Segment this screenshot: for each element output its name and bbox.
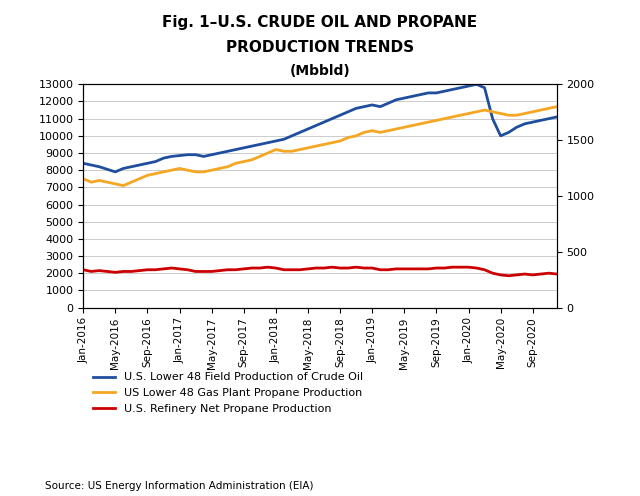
Text: (Mbbld): (Mbbld) <box>290 64 350 78</box>
Text: Source: US Energy Information Administration (EIA): Source: US Energy Information Administra… <box>45 481 314 491</box>
Legend: U.S. Lower 48 Field Production of Crude Oil, US Lower 48 Gas Plant Propane Produ: U.S. Lower 48 Field Production of Crude … <box>89 368 368 418</box>
Text: Fig. 1–U.S. CRUDE OIL AND PROPANE: Fig. 1–U.S. CRUDE OIL AND PROPANE <box>163 15 477 30</box>
Text: PRODUCTION TRENDS: PRODUCTION TRENDS <box>226 40 414 55</box>
